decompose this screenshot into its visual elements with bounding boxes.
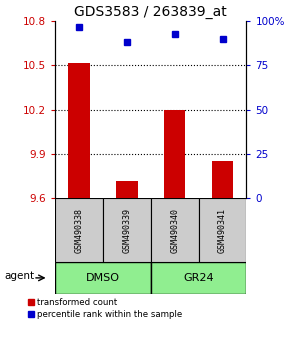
Legend: transformed count, percentile rank within the sample: transformed count, percentile rank withi… (28, 298, 182, 319)
Text: GSM490341: GSM490341 (218, 207, 227, 253)
Bar (151, 198, 199, 262)
Bar (103, 198, 151, 262)
Text: DMSO: DMSO (86, 273, 120, 283)
Title: GDS3583 / 263839_at: GDS3583 / 263839_at (75, 5, 227, 19)
Text: GSM490340: GSM490340 (170, 207, 179, 253)
Bar (55, 262, 151, 294)
Bar (164, 110, 186, 198)
Text: GSM490338: GSM490338 (75, 207, 84, 253)
Text: GR24: GR24 (183, 273, 214, 283)
Text: GSM490339: GSM490339 (122, 207, 131, 253)
Bar (212, 161, 233, 198)
Bar (55, 198, 103, 262)
Bar (68, 63, 90, 198)
Bar (151, 262, 246, 294)
Bar (199, 198, 246, 262)
Text: agent: agent (4, 271, 35, 281)
Bar (116, 181, 138, 198)
